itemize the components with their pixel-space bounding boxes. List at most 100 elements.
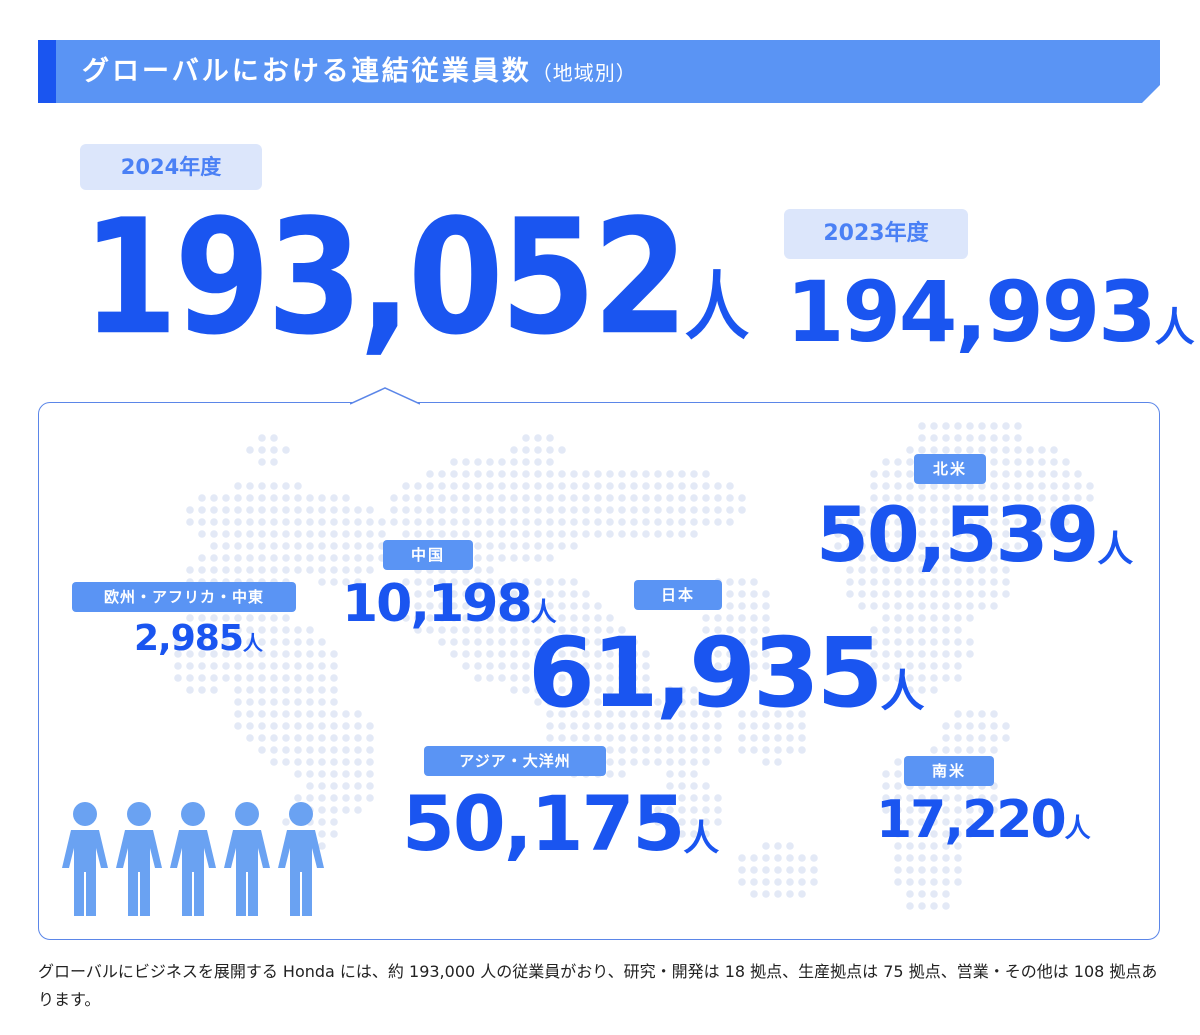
map-dot <box>534 554 542 562</box>
map-dot <box>1050 482 1058 490</box>
map-dot <box>750 674 758 682</box>
map-dot <box>390 506 398 514</box>
map-dot <box>606 662 614 670</box>
map-dot <box>342 770 350 778</box>
map-dot <box>474 458 482 466</box>
map-dot <box>558 662 566 670</box>
map-dot <box>894 614 902 622</box>
map-dot <box>654 746 662 754</box>
map-dot <box>270 458 278 466</box>
map-dot <box>330 506 338 514</box>
map-dot <box>990 518 998 526</box>
map-dot <box>582 470 590 478</box>
current-total-value: 193,052 <box>82 186 688 371</box>
map-dot <box>630 746 638 754</box>
map-dot <box>570 734 578 742</box>
map-dot <box>330 494 338 502</box>
map-dot <box>306 734 314 742</box>
map-dot <box>282 530 290 538</box>
map-dot <box>714 518 722 526</box>
map-dot <box>318 674 326 682</box>
map-dot <box>906 530 914 538</box>
map-dot <box>198 506 206 514</box>
map-dot <box>978 422 986 430</box>
map-dot <box>846 590 854 598</box>
map-dot <box>474 662 482 670</box>
map-dot <box>942 578 950 586</box>
map-dot <box>606 530 614 538</box>
map-dot <box>582 506 590 514</box>
map-dot <box>918 422 926 430</box>
map-dot <box>618 710 626 718</box>
map-dot <box>246 566 254 574</box>
map-dot <box>930 446 938 454</box>
map-dot <box>714 638 722 646</box>
map-dot <box>942 818 950 826</box>
europe-unit: 人 <box>242 631 263 655</box>
map-dot <box>654 482 662 490</box>
map-dot <box>210 638 218 646</box>
map-dot <box>918 866 926 874</box>
map-dot <box>690 470 698 478</box>
map-dot <box>1062 506 1070 514</box>
map-dot <box>774 698 782 706</box>
map-dot <box>894 470 902 478</box>
map-dot <box>750 722 758 730</box>
map-dot <box>702 806 710 814</box>
map-dot <box>954 818 962 826</box>
map-dot <box>354 770 362 778</box>
map-dot <box>282 482 290 490</box>
map-dot <box>702 782 710 790</box>
map-dot <box>762 758 770 766</box>
map-dot <box>246 530 254 538</box>
map-dot <box>894 458 902 466</box>
map-dot <box>294 686 302 694</box>
map-dot <box>954 494 962 502</box>
map-dot <box>942 554 950 562</box>
map-dot <box>330 770 338 778</box>
map-dot <box>990 794 998 802</box>
map-dot <box>402 614 410 622</box>
map-dot <box>678 746 686 754</box>
map-dot <box>630 734 638 742</box>
map-dot <box>906 638 914 646</box>
map-dot <box>642 650 650 658</box>
map-dot <box>522 626 530 634</box>
map-dot <box>414 626 422 634</box>
map-dot <box>882 482 890 490</box>
map-dot <box>630 710 638 718</box>
map-dot <box>570 530 578 538</box>
map-dot <box>990 578 998 586</box>
map-dot <box>258 482 266 490</box>
map-dot <box>282 566 290 574</box>
map-dot <box>738 722 746 730</box>
map-dot <box>618 674 626 682</box>
map-dot <box>522 650 530 658</box>
map-dot <box>318 494 326 502</box>
map-dot <box>678 806 686 814</box>
map-dot <box>366 554 374 562</box>
map-dot <box>234 698 242 706</box>
map-dot <box>966 794 974 802</box>
map-dot <box>558 674 566 682</box>
map-dot <box>558 506 566 514</box>
map-dot <box>246 638 254 646</box>
map-dot <box>726 674 734 682</box>
map-dot <box>414 590 422 598</box>
map-dot <box>246 650 254 658</box>
map-dot <box>486 650 494 658</box>
map-dot <box>342 806 350 814</box>
map-dot <box>522 470 530 478</box>
map-dot <box>270 482 278 490</box>
map-dot <box>486 470 494 478</box>
map-dot <box>222 518 230 526</box>
map-dot <box>594 482 602 490</box>
map-dot <box>858 518 866 526</box>
map-dot <box>198 530 206 538</box>
map-dot <box>966 578 974 586</box>
map-dot <box>918 614 926 622</box>
map-dot <box>558 446 566 454</box>
map-dot <box>954 638 962 646</box>
map-dot <box>750 878 758 886</box>
map-dot <box>366 734 374 742</box>
